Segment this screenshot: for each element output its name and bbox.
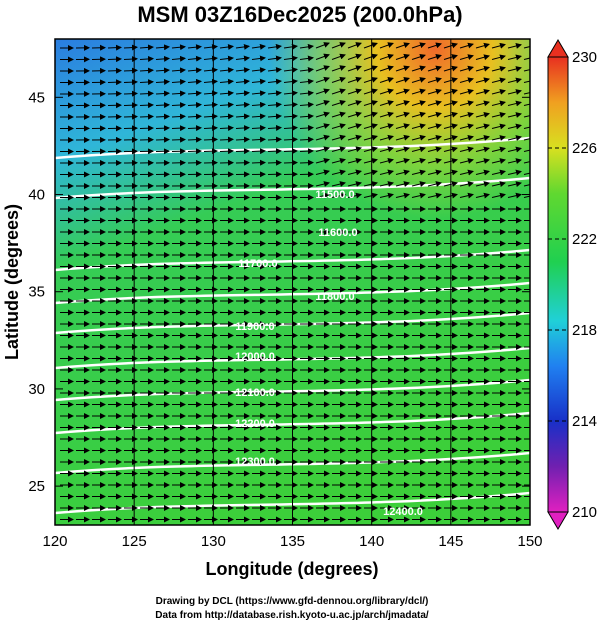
colorbar [548, 57, 568, 512]
x-tick-label: 150 [517, 533, 542, 550]
colorbar-tick-label: 218 [572, 322, 597, 339]
colorbar-max-arrow [548, 40, 568, 57]
colorbar-tick-label: 222 [572, 231, 597, 248]
x-axis-label: Longitude (degrees) [205, 559, 378, 579]
plot-area [55, 39, 537, 525]
x-tick-label: 140 [359, 533, 384, 550]
y-tick-label: 25 [28, 478, 45, 495]
y-tick-label: 35 [28, 284, 45, 301]
contour-label: 11500.0 [315, 189, 354, 201]
contour-label: 12400.0 [383, 506, 423, 518]
wind-arrow [236, 139, 249, 140]
wind-arrow [220, 139, 233, 140]
wind-arrow [284, 151, 297, 152]
colorbar-min-arrow [548, 512, 568, 529]
wind-arrow [300, 151, 313, 152]
colorbar-tick-label: 226 [572, 140, 597, 157]
colorbar-tick-label: 214 [572, 413, 597, 430]
contour-label: 11900.0 [235, 321, 274, 333]
wind-arrow [140, 116, 153, 117]
contour-label: 12300.0 [235, 456, 275, 468]
contour-label: 12200.0 [235, 418, 275, 430]
wind-arrow [140, 93, 153, 94]
wind-arrow [124, 82, 137, 83]
colorbar-tick-label: 210 [572, 504, 597, 521]
x-tick-label: 135 [280, 533, 305, 550]
contour-label: 11600.0 [318, 227, 357, 239]
x-tick-label: 120 [42, 533, 67, 550]
wind-arrow [252, 151, 265, 152]
title: MSM 03Z16Dec2025 (200.0hPa) [137, 2, 462, 27]
colorbar-tick-label: 230 [572, 49, 597, 66]
wind-arrow [220, 151, 233, 152]
y-tick-label: 40 [28, 187, 45, 204]
wind-arrow [140, 105, 153, 106]
wind-arrow [108, 70, 121, 71]
wind-arrow [156, 128, 169, 129]
wind-arrow [236, 151, 249, 152]
wind-arrow [124, 93, 137, 94]
wind-arrow [172, 116, 185, 117]
y-tick-label: 45 [28, 89, 45, 106]
wind-arrow [204, 139, 217, 140]
wind-arrow [188, 139, 201, 140]
wind-arrow [108, 47, 121, 48]
wind-arrow [268, 151, 281, 152]
x-tick-label: 125 [122, 533, 147, 550]
x-tick-label: 130 [201, 533, 226, 550]
credit: Drawing by DCL (https://www.gfd-dennou.o… [156, 596, 429, 607]
y-tick-label: 30 [28, 381, 45, 398]
wind-arrow [172, 128, 185, 129]
wind-arrow [188, 128, 201, 129]
contour-label: 11800.0 [315, 291, 354, 303]
contour-label: 11700.0 [238, 258, 277, 270]
wind-arrow [172, 139, 185, 140]
y-axis-label: Latitude (degrees) [2, 204, 22, 360]
wind-arrow [124, 70, 137, 71]
wind-arrow [156, 105, 169, 106]
credit: Data from http://database.rish.kyoto-u.a… [155, 610, 429, 621]
wind-arrow [108, 59, 121, 60]
contour-label: 12000.0 [235, 351, 275, 363]
x-tick-label: 145 [438, 533, 463, 550]
wind-arrow [156, 116, 169, 117]
contour-label: 12100.0 [235, 387, 275, 399]
